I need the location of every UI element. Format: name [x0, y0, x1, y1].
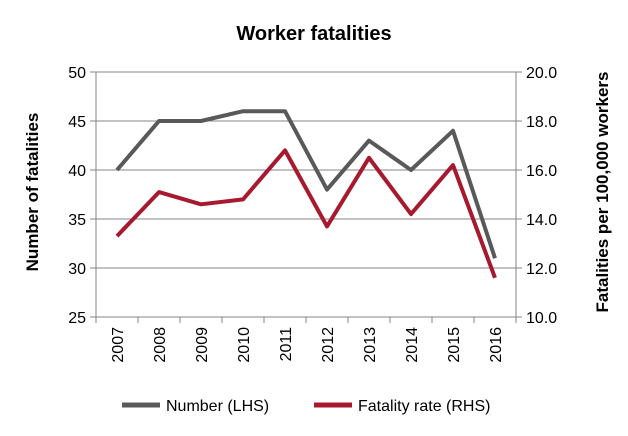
x-tick-label: 2016	[488, 327, 505, 363]
x-tick-label: 2012	[320, 327, 337, 363]
left-y-tick-label: 25	[68, 310, 86, 327]
x-tick-label: 2014	[404, 327, 421, 363]
legend-label-rate: Fatality rate (RHS)	[358, 398, 490, 415]
right-y-tick-label: 12.0	[526, 261, 557, 278]
x-tick-label: 2013	[362, 327, 379, 363]
left-y-tick-label: 30	[68, 261, 86, 278]
left-y-tick-labels: 25 30 35 40 45 50	[68, 65, 96, 327]
series-lines	[115, 109, 497, 279]
right-y-tick-labels: 10.0 12.0 14.0 16.0 18.0 20.0	[516, 65, 557, 327]
chart-title: Worker fatalities	[236, 23, 391, 45]
x-axis-ticks	[95, 317, 517, 323]
x-tick-labels: 2007 2008 2009 2010 2011 2012 2013 2014 2015 2016	[110, 327, 505, 363]
left-y-tick-label: 45	[68, 114, 86, 131]
left-y-tick-label: 40	[68, 163, 86, 180]
right-y-tick-label: 20.0	[526, 65, 557, 82]
legend-label-number: Number (LHS)	[166, 398, 269, 415]
x-tick-label: 2007	[110, 327, 127, 363]
right-y-tick-label: 10.0	[526, 310, 557, 327]
left-y-tick-label: 50	[68, 65, 86, 82]
left-y-tick-label: 35	[68, 212, 86, 229]
series-line-number	[115, 109, 497, 259]
left-axis-title: Number of fatalities	[23, 113, 42, 272]
x-tick-label: 2015	[446, 327, 463, 363]
series-line-fatality-rate	[115, 148, 497, 279]
right-y-tick-label: 18.0	[526, 114, 557, 131]
x-tick-label: 2008	[152, 327, 169, 363]
legend: Number (LHS) Fatality rate (RHS)	[122, 398, 490, 415]
right-y-tick-label: 16.0	[526, 163, 557, 180]
x-tick-label: 2011	[278, 327, 295, 362]
right-axis-title: Fatalities per 100,000 workers	[593, 72, 612, 313]
right-y-tick-label: 14.0	[526, 212, 557, 229]
x-tick-label: 2009	[194, 327, 211, 363]
x-tick-label: 2010	[236, 327, 253, 363]
